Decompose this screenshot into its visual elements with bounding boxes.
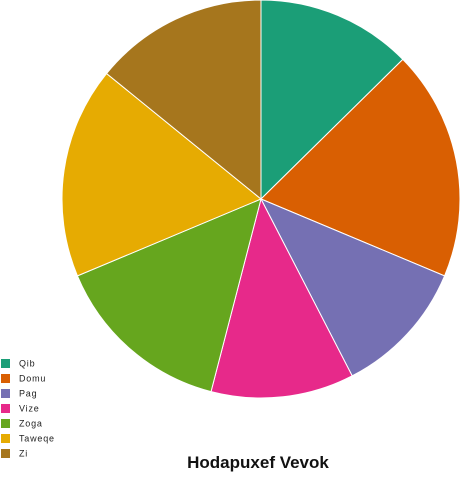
- legend-label-vize: Vize: [19, 404, 40, 414]
- legend-label-pag: Pag: [19, 389, 37, 399]
- legend-swatch-pag: [1, 389, 10, 398]
- legend-label-zoga: Zoga: [19, 419, 43, 429]
- pie-slices: [61, 0, 460, 399]
- legend-label-zi: Zi: [19, 449, 28, 459]
- legend-swatch-taweqe: [1, 434, 10, 443]
- pie-slice-qib: [260, 0, 404, 201]
- pie-slice-domu: [260, 58, 460, 277]
- legend-swatch-zoga: [1, 419, 10, 428]
- legend-swatch-domu: [1, 374, 10, 383]
- legend: Qib Domu Pag Vize Zoga Taweqe Zi: [1, 359, 55, 459]
- legend-label-taweqe: Taweqe: [19, 434, 55, 444]
- legend-swatch-zi: [1, 449, 10, 458]
- pie-slice-vize: [210, 197, 353, 399]
- legend-label-domu: Domu: [19, 374, 46, 384]
- pie-slice-taweqe: [61, 72, 262, 277]
- legend-swatch-vize: [1, 404, 10, 413]
- chart-title: Hodapuxef Vevok: [187, 453, 329, 472]
- pie-slice-pag: [259, 198, 446, 377]
- legend-swatch-qib: [1, 359, 10, 368]
- pie-slice-zi: [105, 0, 262, 201]
- legend-label-qib: Qib: [19, 359, 35, 369]
- pie-slice-zoga: [76, 198, 262, 393]
